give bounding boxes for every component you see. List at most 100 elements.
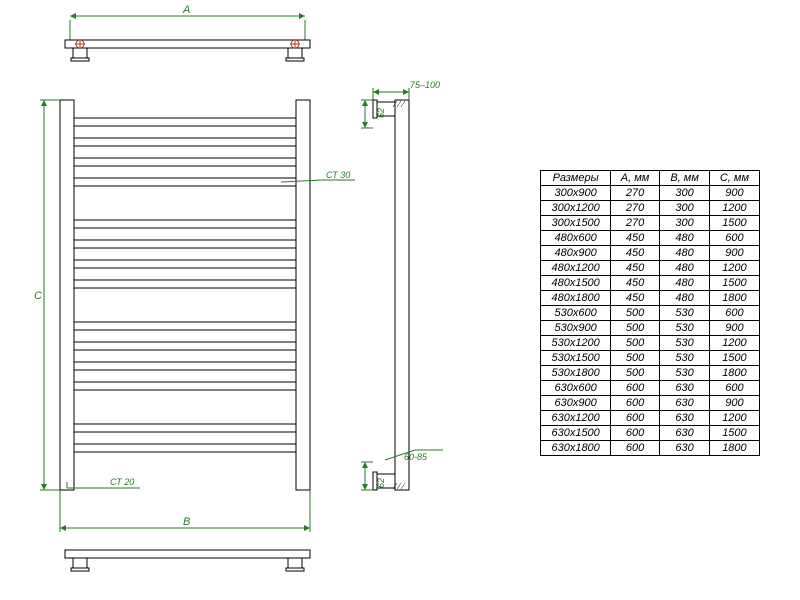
- label-ct30: СТ 30: [326, 170, 350, 180]
- table-cell: 480: [660, 231, 710, 246]
- table-cell: 500: [610, 366, 660, 381]
- table-cell: 500: [610, 321, 660, 336]
- table-row: 480x15004504801500: [541, 276, 760, 291]
- table-cell: 630x600: [541, 381, 610, 396]
- dimensions-table: РазмерыA, ммB, ммC, мм 300x9002703009003…: [540, 170, 760, 456]
- table-cell: 530x600: [541, 306, 610, 321]
- table-cell: 1800: [709, 291, 759, 306]
- table-row: 630x18006006301800: [541, 441, 760, 456]
- table-cell: 480x1200: [541, 261, 610, 276]
- table-cell: 530x1200: [541, 336, 610, 351]
- table-row: 630x600600630600: [541, 381, 760, 396]
- table-row: 480x600450480600: [541, 231, 760, 246]
- table-row: 530x18005005301800: [541, 366, 760, 381]
- table-cell: 600: [610, 441, 660, 456]
- table-cell: 530: [660, 306, 710, 321]
- table-cell: 450: [610, 261, 660, 276]
- table-cell: 530x1800: [541, 366, 610, 381]
- table-cell: 270: [610, 216, 660, 231]
- dim-b-label: B: [183, 516, 190, 528]
- table-cell: 1500: [709, 276, 759, 291]
- table-cell: 1800: [709, 441, 759, 456]
- table-cell: 600: [709, 381, 759, 396]
- table-cell: 630: [660, 381, 710, 396]
- table-cell: 450: [610, 276, 660, 291]
- table-cell: 900: [709, 396, 759, 411]
- table-row: 530x12005005301200: [541, 336, 760, 351]
- table-cell: 480x1800: [541, 291, 610, 306]
- table-cell: 530x900: [541, 321, 610, 336]
- table-cell: 630x1500: [541, 426, 610, 441]
- table-row: 480x18004504801800: [541, 291, 760, 306]
- table-cell: 630: [660, 426, 710, 441]
- table-row: 480x900450480900: [541, 246, 760, 261]
- table-header-cell: B, мм: [660, 171, 710, 186]
- table-header-cell: C, мм: [709, 171, 759, 186]
- table-cell: 300: [660, 201, 710, 216]
- table-cell: 450: [610, 231, 660, 246]
- table-row: 300x12002703001200: [541, 201, 760, 216]
- table-cell: 480: [660, 261, 710, 276]
- table-cell: 530: [660, 366, 710, 381]
- table-cell: 600: [610, 426, 660, 441]
- table-cell: 500: [610, 336, 660, 351]
- table-cell: 530: [660, 336, 710, 351]
- table-cell: 500: [610, 351, 660, 366]
- table-cell: 600: [610, 381, 660, 396]
- table-cell: 1500: [709, 216, 759, 231]
- table-cell: 630: [660, 411, 710, 426]
- label-60-85: 60-85: [404, 452, 427, 462]
- table-cell: 300: [660, 216, 710, 231]
- table-row: 530x900500530900: [541, 321, 760, 336]
- table-cell: 630: [660, 396, 710, 411]
- dim-c-label: C: [34, 290, 42, 302]
- table-cell: 480: [660, 246, 710, 261]
- table-cell: 270: [610, 201, 660, 216]
- table-cell: 450: [610, 291, 660, 306]
- table-cell: 300x900: [541, 186, 610, 201]
- table-cell: 900: [709, 186, 759, 201]
- table-cell: 1800: [709, 366, 759, 381]
- table-cell: 480x900: [541, 246, 610, 261]
- table-cell: 270: [610, 186, 660, 201]
- table-row: 630x12006006301200: [541, 411, 760, 426]
- table-row: 300x15002703001500: [541, 216, 760, 231]
- table-cell: 1200: [709, 201, 759, 216]
- table-cell: 630: [660, 441, 710, 456]
- table-row: 630x900600630900: [541, 396, 760, 411]
- table-row: 530x15005005301500: [541, 351, 760, 366]
- table-cell: 480x600: [541, 231, 610, 246]
- table-cell: 600: [709, 306, 759, 321]
- label-ct20: СТ 20: [110, 477, 134, 487]
- table-cell: 600: [709, 231, 759, 246]
- table-cell: 530: [660, 321, 710, 336]
- table-row: 530x600500530600: [541, 306, 760, 321]
- table-cell: 1200: [709, 411, 759, 426]
- table-cell: 600: [610, 411, 660, 426]
- table-cell: 1500: [709, 426, 759, 441]
- table-cell: 530: [660, 351, 710, 366]
- table-cell: 480: [660, 291, 710, 306]
- table-cell: 600: [610, 396, 660, 411]
- table-cell: 450: [610, 246, 660, 261]
- table-row: 480x12004504801200: [541, 261, 760, 276]
- table-cell: 1200: [709, 261, 759, 276]
- table-cell: 1200: [709, 336, 759, 351]
- label-62-top: 62: [376, 108, 386, 118]
- table-row: 300x900270300900: [541, 186, 760, 201]
- table-cell: 630x1200: [541, 411, 610, 426]
- table-cell: 630x900: [541, 396, 610, 411]
- table-cell: 630x1800: [541, 441, 610, 456]
- label-62-bot: 62: [376, 478, 386, 488]
- table-cell: 300x1200: [541, 201, 610, 216]
- dim-a-label: A: [183, 4, 190, 16]
- table-header-cell: A, мм: [610, 171, 660, 186]
- table-row: 630x15006006301500: [541, 426, 760, 441]
- table-cell: 300x1500: [541, 216, 610, 231]
- table-cell: 300: [660, 186, 710, 201]
- table-cell: 480x1500: [541, 276, 610, 291]
- table-cell: 480: [660, 276, 710, 291]
- table-cell: 530x1500: [541, 351, 610, 366]
- label-75-100: 75–100: [410, 80, 440, 90]
- table-cell: 1500: [709, 351, 759, 366]
